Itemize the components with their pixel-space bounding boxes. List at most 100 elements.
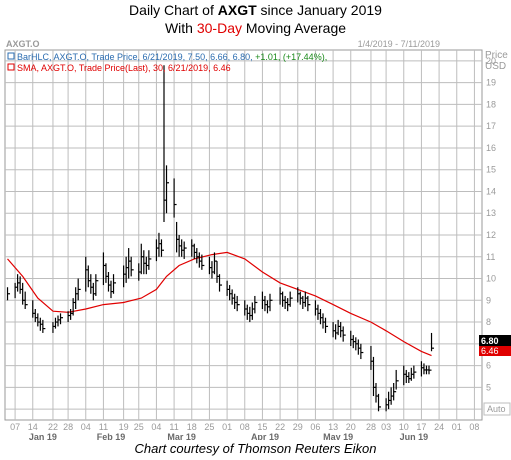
ohlc-bar: [307, 295, 311, 312]
x-tick-label: 13: [328, 422, 338, 432]
ohlc-bar: [342, 326, 346, 342]
month-label: Mar 19: [167, 432, 196, 440]
chart-credit: Chart courtesy of Thomson Reuters Eikon: [134, 441, 377, 456]
ohlc-bar: [269, 293, 273, 312]
ohlc-bar: [6, 287, 11, 301]
y-axis-ticks: 4567891011121314151617181920: [486, 56, 496, 414]
ohlc-bar: [236, 295, 240, 312]
month-label: Jun 19: [400, 432, 429, 440]
ohlc-bar: [160, 239, 164, 257]
x-tick-label: 04: [81, 422, 91, 432]
auto-scale-button[interactable]: Auto: [483, 402, 511, 416]
ohlc-bar: [377, 393, 382, 412]
ohlc-bar: [59, 313, 64, 325]
sma-value-tag: 6.46: [479, 346, 511, 356]
currency-label: USD: [485, 61, 506, 72]
sma-tag-bg: [479, 346, 511, 356]
x-tick-label: 07: [10, 422, 20, 432]
ohlc-bar: [254, 295, 258, 314]
ohlc-bar: [393, 383, 397, 401]
auto-button-box[interactable]: [483, 402, 511, 416]
price-chart[interactable]: AXGT.O 1/4/2019 - 7/11/2019 Price USD Ba…: [0, 39, 511, 442]
ohlc-bar: [165, 165, 170, 214]
month-label: Apr 19: [251, 432, 279, 440]
price-axis-label: Price: [485, 50, 508, 61]
x-tick-label: 01: [222, 422, 232, 432]
subtitle-prefix: With: [164, 20, 197, 36]
legend-swatch-bar: [7, 52, 15, 60]
legend-swatch-sma: [7, 63, 15, 71]
y-tick-label: 10: [486, 274, 496, 284]
x-tick-label: 11: [169, 422, 178, 432]
month-label: Jan 19: [29, 432, 57, 440]
x-tick-label: 28: [63, 422, 73, 432]
y-tick-label: 14: [486, 186, 496, 196]
x-tick-label: 06: [310, 422, 320, 432]
x-tick-label: 22: [275, 422, 285, 432]
ohlc-bar: [148, 250, 152, 270]
x-tick-label: 18: [187, 422, 197, 432]
y-tick-label: 20: [486, 56, 496, 66]
last-price-tag-text: 6.80: [481, 336, 499, 346]
x-tick-label: 24: [434, 422, 444, 432]
x-tick-label: 15: [257, 422, 267, 432]
last-price-tag-bg: [479, 335, 511, 346]
x-tick-label: 04: [151, 422, 161, 432]
x-tick-label: 10: [399, 422, 409, 432]
x-tick-label: 14: [28, 422, 38, 432]
ohlc-bar: [130, 256, 134, 277]
legend-row-bar: BarHLC, AXGT.O, Trade Price, 6/21/2019, …: [7, 52, 327, 62]
x-tick-label: 29: [293, 422, 303, 432]
ohlc-bar: [112, 274, 117, 294]
subtitle-highlight: 30-Day: [196, 20, 242, 36]
x-tick-label: 19: [119, 422, 129, 432]
legend-text-bar: BarHLC, AXGT.O, Trade Price, 6/21/2019, …: [17, 52, 327, 62]
x-tick-label: 08: [240, 422, 250, 432]
legend-row-sma: SMA, AXGT.O, Trade Price(Last), 30, 6/21…: [7, 63, 231, 73]
ohlc-bar: [218, 274, 223, 292]
legend-bar-label: BarHLC, AXGT.O, Trade Price, 6/21/2019, …: [17, 52, 255, 62]
y-tick-label: 15: [486, 165, 496, 175]
ohlc-bar: [95, 274, 99, 296]
ohlc-bar: [395, 369, 399, 390]
ohlc-bar: [24, 291, 28, 309]
subtitle-suffix: Moving Average: [242, 20, 347, 36]
y-tick-label: 6: [486, 361, 491, 371]
x-tick-label: 25: [134, 422, 144, 432]
ohlc-bar: [324, 317, 329, 333]
chart-title-line2: With 30-Day Moving Average: [0, 20, 511, 36]
y-tick-label: 17: [486, 121, 496, 131]
y-tick-label: 16: [486, 143, 496, 153]
x-tick-label: 08: [469, 422, 479, 432]
ohlc-bar: [360, 343, 364, 360]
chart-title-line1: Daily Chart of AXGT since January 2019: [0, 2, 511, 18]
month-label: May 19: [323, 432, 353, 440]
legend-bar-change: +1.01, (+17.44%),: [255, 52, 327, 62]
y-tick-label: 5: [486, 382, 491, 392]
y-tick-label: 18: [486, 99, 496, 109]
month-label: Feb 19: [97, 432, 126, 440]
ohlc-bar: [173, 178, 177, 218]
x-tick-label: 22: [48, 422, 58, 432]
y-tick-label: 19: [486, 78, 496, 88]
y-tick-label: 8: [486, 317, 491, 327]
x-tick-label: 03: [381, 422, 391, 432]
auto-button-label: Auto: [487, 404, 506, 414]
y-tick-label: 13: [486, 208, 496, 218]
grid-lines: [5, 50, 482, 420]
ohlc-bar: [413, 365, 417, 379]
ohlc-bar: [289, 291, 293, 307]
x-tick-label: 28: [366, 422, 376, 432]
sma-line: [7, 251, 432, 357]
date-range-label: 1/4/2019 - 7/11/2019: [358, 40, 440, 49]
panel-ticker-label: AXGT.O: [6, 40, 40, 49]
sma-series: [7, 251, 432, 357]
y-tick-label: 12: [486, 230, 496, 240]
x-tick-label: 11: [99, 422, 108, 432]
ohlc-bar: [42, 319, 46, 333]
ohlc-bar: [430, 332, 435, 352]
ohlc-bar: [428, 365, 432, 375]
bar-hlc-series: [6, 65, 435, 412]
ohlc-bar: [77, 278, 81, 301]
chart-panel[interactable]: AXGT.O 1/4/2019 - 7/11/2019 Price USD Ba…: [0, 39, 511, 442]
